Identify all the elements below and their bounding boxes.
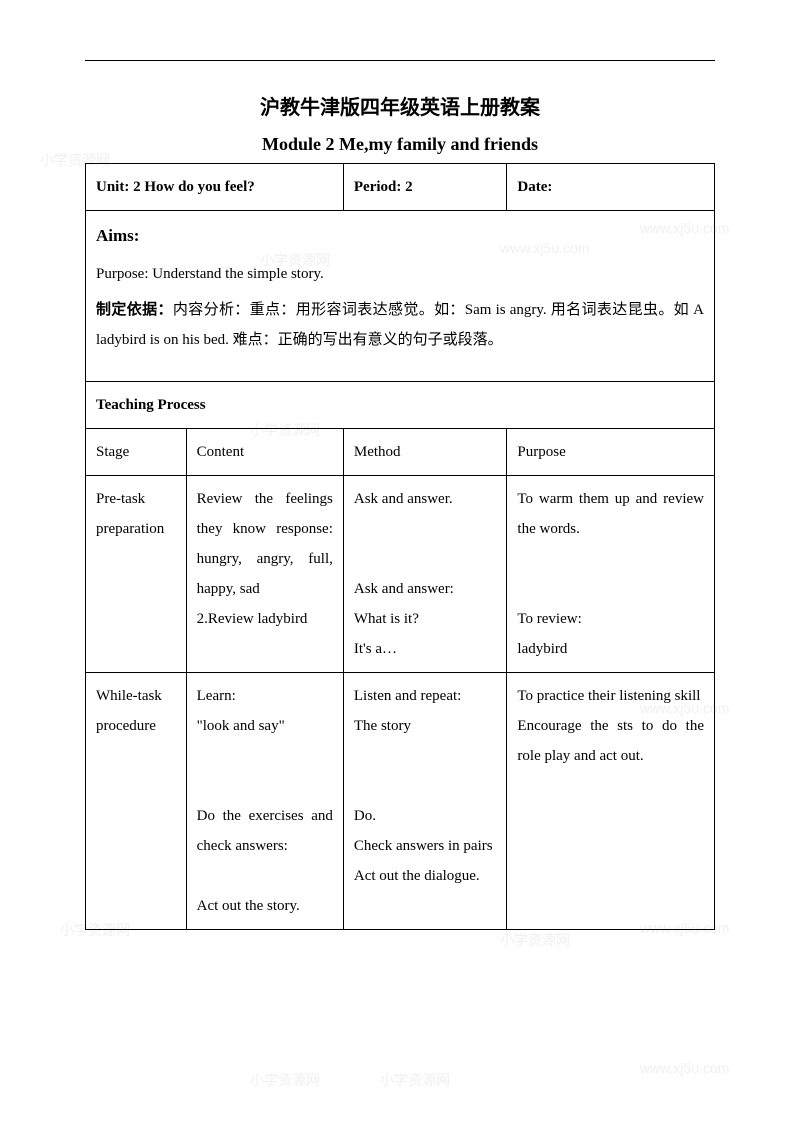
stage-cell: Pre-task preparation — [86, 476, 187, 673]
title-main: 沪教牛津版四年级英语上册教案 — [85, 91, 715, 120]
stage-cell: While-task procedure — [86, 673, 187, 930]
period-cell: Period: 2 — [343, 164, 507, 211]
top-rule — [85, 60, 715, 61]
column-header-row: Stage Content Method Purpose — [86, 429, 715, 476]
content-cell: Learn: "look and say" Do the exercises a… — [186, 673, 343, 930]
col-stage: Stage — [86, 429, 187, 476]
method-cell: Ask and answer. Ask and answer: What is … — [343, 476, 507, 673]
basis-label: 制定依据： — [96, 302, 173, 318]
basis-text: 内容分析：重点：用形容词表达感觉。如：Sam is angry. 用名词表达昆虫… — [96, 302, 704, 348]
page: 沪教牛津版四年级英语上册教案 Module 2 Me,my family and… — [0, 0, 800, 970]
watermark: 小学资源网 — [380, 1070, 450, 1090]
content-cell: Review the feelings they know response: … — [186, 476, 343, 673]
aims-purpose: Purpose: Understand the simple story. — [96, 259, 704, 289]
teaching-process-cell: Teaching Process — [86, 382, 715, 429]
col-purpose: Purpose — [507, 429, 715, 476]
method-cell: Listen and repeat: The story Do. Check a… — [343, 673, 507, 930]
aims-basis: 制定依据：内容分析：重点：用形容词表达感觉。如：Sam is angry. 用名… — [96, 295, 704, 355]
table-row: While-task procedure Learn: "look and sa… — [86, 673, 715, 930]
title-sub: Module 2 Me,my family and friends — [85, 134, 715, 155]
col-content: Content — [186, 429, 343, 476]
aims-row: Aims: Purpose: Understand the simple sto… — [86, 211, 715, 382]
purpose-cell: To practice their listening skill Encour… — [507, 673, 715, 930]
watermark: 小学资源网 — [250, 1070, 320, 1090]
col-method: Method — [343, 429, 507, 476]
teaching-process-row: Teaching Process — [86, 382, 715, 429]
unit-cell: Unit: 2 How do you feel? — [86, 164, 344, 211]
aims-cell: Aims: Purpose: Understand the simple sto… — [86, 211, 715, 382]
lesson-table: Unit: 2 How do you feel? Period: 2 Date:… — [85, 163, 715, 930]
aims-label: Aims: — [96, 219, 704, 253]
purpose-cell: To warm them up and review the words. To… — [507, 476, 715, 673]
watermark: www.xj5u.com — [640, 1060, 729, 1076]
header-row: Unit: 2 How do you feel? Period: 2 Date: — [86, 164, 715, 211]
table-row: Pre-task preparation Review the feelings… — [86, 476, 715, 673]
date-cell: Date: — [507, 164, 715, 211]
